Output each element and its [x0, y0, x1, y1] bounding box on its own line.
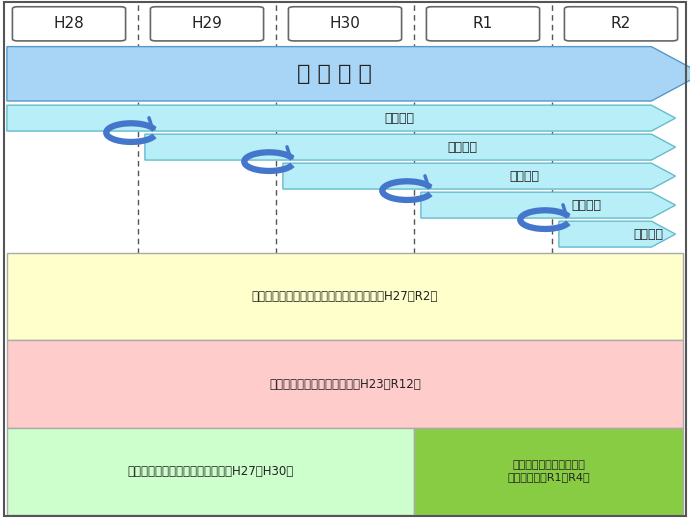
Text: H29: H29 — [192, 17, 222, 31]
Text: H28: H28 — [54, 17, 84, 31]
Bar — [7, 253, 683, 340]
Polygon shape — [7, 105, 676, 131]
Text: 推進計画: 推進計画 — [571, 198, 601, 212]
Text: 推進計画: 推進計画 — [385, 111, 415, 125]
Polygon shape — [559, 221, 676, 247]
Polygon shape — [283, 163, 676, 189]
FancyBboxPatch shape — [288, 7, 402, 41]
Text: 第６次秋田市総合都市計画（H23～R12）: 第６次秋田市総合都市計画（H23～R12） — [269, 378, 421, 391]
Text: R2: R2 — [611, 17, 631, 31]
FancyBboxPatch shape — [150, 7, 264, 41]
Text: 基 本 構 想: 基 本 構 想 — [297, 64, 371, 84]
Text: 秋田市まち・ひと・しごと創生総合戦略（H27～R2）: 秋田市まち・ひと・しごと創生総合戦略（H27～R2） — [252, 291, 438, 304]
Text: 推進計画: 推進計画 — [633, 227, 663, 241]
Text: 推進計画: 推進計画 — [447, 140, 477, 154]
Polygon shape — [421, 192, 676, 218]
Text: R1: R1 — [473, 17, 493, 31]
Text: 新・県都『あきた』改革プラン（H27～H30）: 新・県都『あきた』改革プラン（H27～H30） — [128, 465, 293, 478]
Text: H30: H30 — [330, 17, 360, 31]
Bar — [7, 428, 414, 515]
FancyBboxPatch shape — [564, 7, 678, 41]
Bar — [414, 428, 683, 515]
Polygon shape — [145, 134, 676, 160]
Bar — [7, 340, 683, 428]
FancyBboxPatch shape — [426, 7, 540, 41]
Polygon shape — [7, 47, 690, 101]
Text: 第３期・県都『あきた』
改革プラン（R1～R4）: 第３期・県都『あきた』 改革プラン（R1～R4） — [507, 461, 590, 482]
FancyBboxPatch shape — [12, 7, 126, 41]
Text: 推進計画: 推進計画 — [509, 169, 539, 183]
